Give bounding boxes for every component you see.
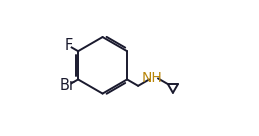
- Text: NH: NH: [142, 71, 163, 85]
- Text: F: F: [64, 38, 73, 53]
- Text: Br: Br: [60, 78, 76, 93]
